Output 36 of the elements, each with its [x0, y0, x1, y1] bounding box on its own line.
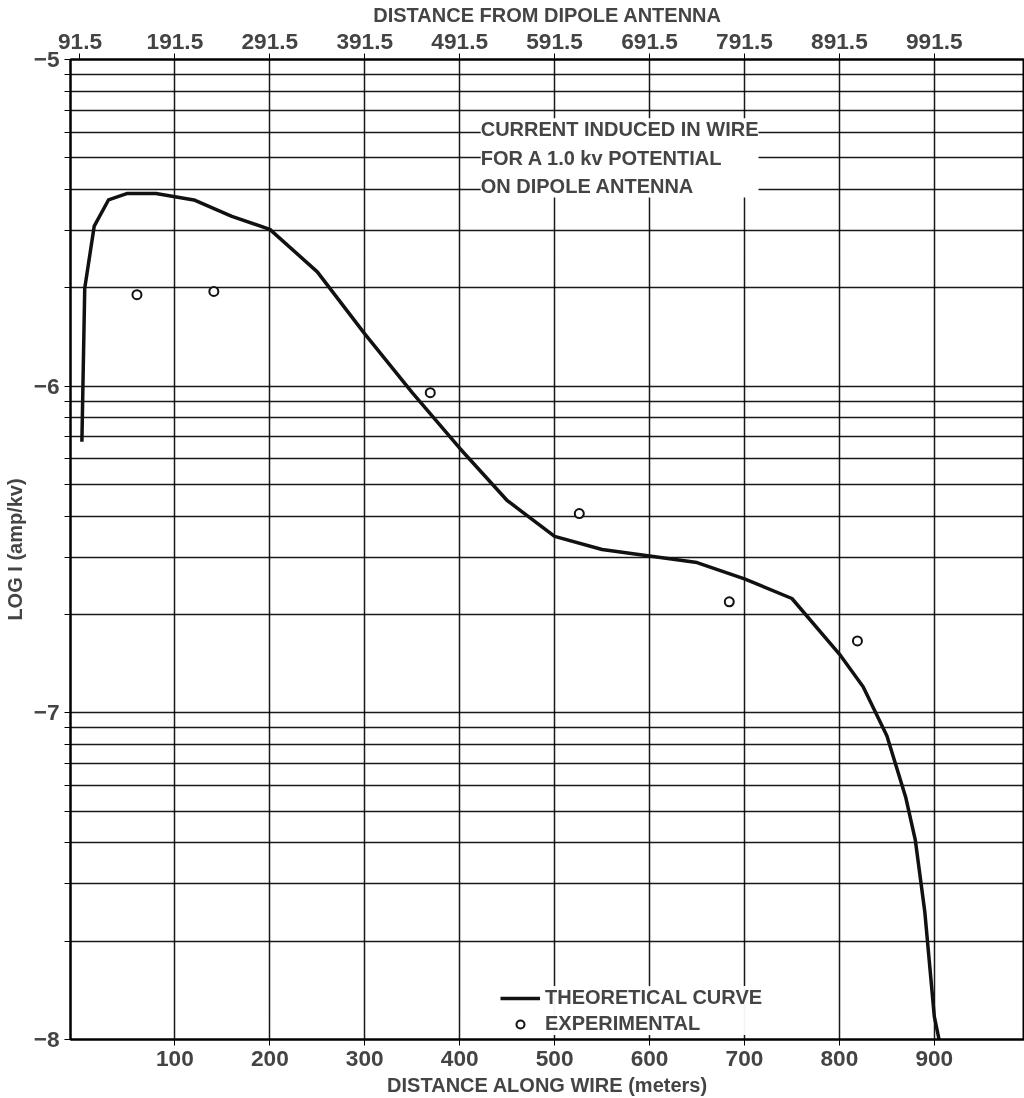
x2-tick-label: 591.5: [526, 27, 583, 54]
x-axis-title: DISTANCE ALONG WIRE (meters): [387, 1073, 708, 1096]
y-tick-label: −7: [33, 699, 60, 726]
x2-tick-label: 791.5: [716, 27, 773, 54]
point: [723, 596, 735, 608]
y-tick-label: −5: [33, 46, 60, 72]
x-tick-label: 800: [820, 1044, 859, 1071]
x2-axis-title: DISTANCE FROM DIPOLE ANTENNA: [373, 3, 722, 26]
point: [851, 635, 863, 647]
x-tick-label: 500: [535, 1044, 574, 1071]
x2-tick-label: 991.5: [905, 27, 963, 54]
x2-tick-label: 691.5: [621, 27, 678, 54]
point: [208, 285, 220, 297]
annotation: CURRENT INDUCED IN WIRE FOR A 1.0 kv POTENTIAL ON DIPOLE ANTENNA: [480, 118, 759, 198]
y-axis-title: LOG I (amp/kv): [3, 478, 26, 621]
line-series: [80, 191, 941, 1040]
x2-tick-label: 491.5: [431, 27, 489, 54]
point: [131, 289, 143, 301]
y-tick-label: −8: [33, 1026, 60, 1052]
legend-label: THEORETICAL CURVE: [545, 986, 763, 1009]
x-tick-label: 900: [915, 1044, 954, 1071]
point: [573, 508, 585, 520]
y-tick-label: −6: [33, 372, 60, 399]
x2-tick-label: 91.5: [57, 27, 103, 54]
legend-label: EXPERIMENTAL: [545, 1012, 701, 1035]
x-tick-label: 600: [630, 1044, 669, 1071]
x-tick-label: 200: [250, 1044, 289, 1071]
x2-tick-label: 891.5: [811, 27, 868, 54]
x2-tick-label: 191.5: [146, 27, 204, 54]
point: [424, 387, 436, 399]
x2-tick-label: 391.5: [336, 27, 394, 54]
x2-tick-label: 291.5: [241, 27, 299, 54]
x-tick-label: 100: [156, 1044, 194, 1071]
x-tick-label: 300: [345, 1044, 384, 1071]
x-tick-label: 700: [725, 1044, 764, 1071]
x-tick-label: 400: [440, 1044, 479, 1071]
